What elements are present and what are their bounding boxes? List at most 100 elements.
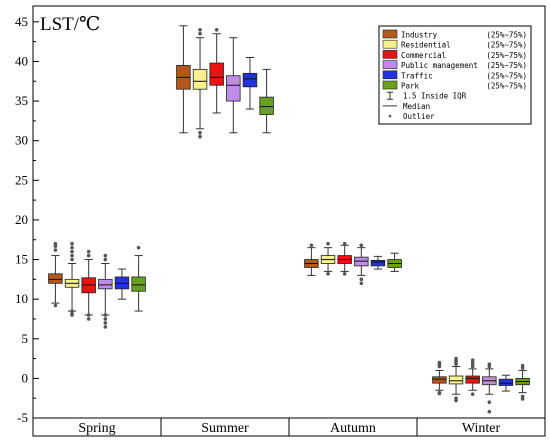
legend-swatch-residential [382, 39, 398, 49]
box-series-group [48, 25, 530, 414]
x-axis: Spring Summer Autumn Winter [32, 417, 546, 437]
iqr-box [448, 375, 464, 385]
outlier-point [487, 409, 492, 414]
outlier-point [326, 241, 330, 246]
outlier-point [103, 253, 108, 258]
outlier-point [103, 325, 108, 329]
outlier-point [326, 272, 330, 276]
outlier-point [70, 257, 74, 262]
y-tick-label: 10 [15, 291, 28, 306]
box-public-management-summer [226, 37, 241, 134]
legend-label: Traffic [401, 71, 433, 80]
box-traffic-autumn [370, 255, 386, 270]
x-tick-label-spring: Spring [78, 421, 115, 436]
outlier-point [70, 245, 74, 250]
legend-extra-label: Median [403, 102, 430, 111]
legend: Industry (25%~75%) Residential (25%~75%) Com… [378, 25, 532, 125]
outlier-point [198, 31, 202, 36]
outlier-point [454, 356, 458, 361]
outlier-point [487, 400, 492, 404]
legend-swatch-public-management [382, 60, 398, 69]
legend-swatch-park [382, 80, 398, 90]
y-tick-label: 0 [22, 370, 29, 385]
box-commercial-summer [209, 27, 224, 114]
iqr-box [465, 375, 480, 384]
iqr-box [98, 278, 113, 290]
outlier-point [342, 241, 347, 246]
outlier-point [487, 362, 492, 366]
y-tick-label: 5 [22, 331, 29, 346]
y-axis: -5 0 5 10 15 20 25 30 35 40 45 [15, 14, 39, 425]
iqr-box [242, 72, 258, 88]
outlier-point [86, 253, 91, 258]
legend-range-label: (25%~75%) [486, 41, 527, 50]
iqr-box [131, 276, 146, 292]
outlier-point [70, 249, 74, 254]
box-park-winter [515, 363, 530, 401]
legend-label: Industry [401, 31, 438, 40]
y-tick-label: 35 [15, 93, 28, 108]
box-public-management-winter [482, 362, 497, 414]
iqr-box [498, 378, 514, 386]
legend-label: Public management [401, 61, 478, 70]
outlier-point [53, 248, 58, 252]
outlier-point [70, 253, 74, 258]
legend-extra-label: Outlier [403, 112, 435, 121]
legend-label: Commercial [401, 51, 446, 60]
outlier-point [103, 317, 108, 321]
legend-extra-label: 1.5 Inside IQR [403, 92, 467, 101]
x-tick-label-autumn: Autumn [330, 421, 376, 436]
outlier-point [309, 243, 314, 248]
outlier-point [198, 130, 202, 135]
iqr-box [209, 62, 224, 86]
legend-swatch-traffic [382, 70, 398, 80]
box-commercial-autumn [337, 241, 352, 276]
iqr-box [192, 68, 208, 90]
outlier-point [359, 281, 364, 286]
y-tick-label: 20 [15, 212, 28, 227]
box-commercial-winter [465, 358, 480, 397]
legend-box [378, 25, 532, 125]
iqr-box [370, 259, 386, 267]
outlier-point [70, 309, 74, 313]
outlier-point [198, 134, 202, 139]
y-tick-label: 25 [15, 172, 28, 187]
box-residential-summer [192, 27, 208, 139]
box-industry-winter [432, 360, 447, 396]
outlier-point [53, 241, 58, 246]
outlier-point [470, 358, 475, 362]
y-tick-label: 30 [15, 133, 28, 148]
box-residential-autumn [320, 241, 336, 276]
box-traffic-summer [242, 57, 258, 110]
outlier-point [470, 392, 475, 397]
box-public-management-spring [98, 253, 113, 329]
box-residential-spring [64, 241, 80, 317]
legend-swatch-commercial [382, 50, 398, 59]
outlier-point [198, 27, 202, 32]
outlier-point [520, 397, 525, 401]
outlier-point [86, 249, 91, 254]
y-tick-label: 40 [15, 53, 28, 68]
box-public-management-autumn [354, 243, 369, 286]
outlier-point [103, 257, 108, 262]
legend-range-label: (25%~75%) [486, 61, 527, 70]
box-industry-autumn [304, 243, 319, 276]
legend-range-label: (25%~75%) [486, 51, 527, 60]
x-tick-label-summer: Summer [201, 421, 249, 436]
box-park-spring [131, 245, 146, 312]
y-tick-label: 15 [15, 252, 28, 267]
outlier-point [359, 277, 364, 282]
legend-range-label: (25%~75%) [486, 71, 527, 80]
legend-range-label: (25%~75%) [486, 82, 527, 91]
outlier-point [53, 303, 58, 308]
iqr-box [226, 75, 241, 102]
outlier-point [520, 363, 525, 368]
outlier-point [454, 398, 458, 403]
box-industry-spring [48, 241, 63, 308]
outlier-point [103, 321, 108, 325]
legend-label: Park [401, 82, 420, 91]
box-residential-winter [448, 356, 464, 403]
outlier-point [214, 27, 219, 32]
outlier-point [359, 243, 364, 248]
iqr-box [432, 376, 447, 384]
